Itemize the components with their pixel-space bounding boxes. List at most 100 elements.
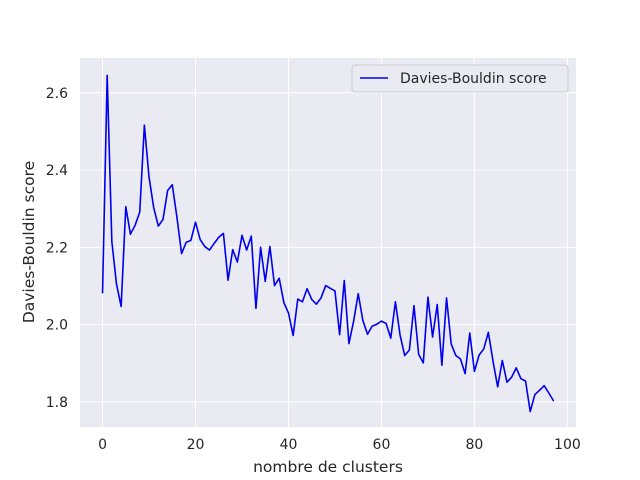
y-tick-label: 2.2 <box>46 240 68 256</box>
data-point <box>120 305 122 308</box>
data-point <box>236 261 238 263</box>
data-point <box>380 320 383 322</box>
data-point <box>469 332 471 334</box>
data-point <box>199 239 201 241</box>
data-point <box>329 287 331 289</box>
data-point <box>492 360 494 362</box>
data-point <box>115 283 118 285</box>
data-point <box>250 235 252 237</box>
data-point <box>204 245 206 248</box>
data-point <box>343 279 345 282</box>
data-point <box>218 236 220 238</box>
data-point <box>208 249 211 251</box>
data-point <box>515 367 517 369</box>
data-point <box>306 288 308 290</box>
data-point <box>153 206 155 209</box>
data-point <box>473 370 476 372</box>
data-point <box>362 319 364 321</box>
data-point <box>227 279 229 281</box>
data-point <box>483 348 485 350</box>
y-tick-label: 2.0 <box>46 318 68 334</box>
plot-area <box>80 58 576 427</box>
legend-box <box>351 64 569 93</box>
y-tick-labels: 1.8 2.0 2.2 2.4 2.6 <box>46 86 68 411</box>
data-point <box>292 334 294 337</box>
data-point <box>427 296 429 298</box>
data-point <box>352 320 355 323</box>
data-point <box>385 322 387 325</box>
data-point <box>232 249 234 251</box>
data-point <box>524 380 527 382</box>
data-point <box>529 410 531 413</box>
series-line <box>101 74 555 413</box>
data-point <box>101 292 104 294</box>
data-point <box>143 124 145 126</box>
data-point <box>390 337 392 339</box>
data-point <box>436 303 438 306</box>
data-point <box>269 245 271 248</box>
x-tick-label: 80 <box>466 437 484 453</box>
data-point <box>278 277 280 279</box>
data-point <box>487 331 489 333</box>
data-point <box>339 334 341 336</box>
data-point <box>264 280 266 282</box>
x-tick-label: 20 <box>187 437 205 453</box>
data-point <box>348 342 350 345</box>
data-point <box>538 389 541 391</box>
data-point <box>459 358 462 360</box>
data-point <box>297 298 299 300</box>
legend: Davies-Bouldin score <box>351 64 569 93</box>
data-point <box>450 343 452 345</box>
data-point <box>246 249 248 251</box>
data-point <box>139 211 141 213</box>
y-tick-label: 1.8 <box>46 395 68 411</box>
data-point <box>171 184 173 186</box>
data-point <box>422 362 424 364</box>
data-point <box>180 252 183 255</box>
data-point <box>283 301 285 304</box>
data-point <box>311 298 313 301</box>
x-axis-label: nombre de clusters <box>253 458 403 476</box>
data-point <box>315 303 317 305</box>
data-point <box>455 354 457 357</box>
x-tick-label: 100 <box>554 437 581 453</box>
data-point <box>190 239 192 241</box>
data-point <box>464 373 466 375</box>
x-tick-label: 60 <box>373 437 391 453</box>
data-point <box>167 189 169 192</box>
data-point <box>162 218 164 221</box>
data-point <box>185 241 187 243</box>
data-point <box>497 386 499 388</box>
data-point <box>501 359 503 362</box>
data-point <box>148 176 150 178</box>
data-point <box>334 290 336 292</box>
data-point <box>111 240 113 243</box>
data-point <box>418 353 420 355</box>
data-point <box>408 349 410 351</box>
data-point <box>534 393 536 396</box>
data-point <box>357 293 359 295</box>
data-point <box>371 325 373 327</box>
data-point <box>511 376 513 378</box>
data-point <box>399 334 401 336</box>
x-tick-labels: 0 20 40 60 80 100 <box>98 437 581 453</box>
data-point <box>376 323 378 325</box>
data-point <box>176 216 178 218</box>
data-point <box>431 336 434 338</box>
x-tick-label: 40 <box>280 437 298 453</box>
y-axis-label: Davies-Bouldin score <box>20 161 38 323</box>
grid-lines <box>80 58 576 427</box>
data-point <box>134 224 136 226</box>
data-point <box>320 297 322 299</box>
x-tick-label: 0 <box>98 437 107 453</box>
y-tick-label: 2.4 <box>46 163 68 179</box>
data-point <box>273 284 276 287</box>
data-point <box>548 392 550 394</box>
legend-label: Davies-Bouldin score <box>400 71 547 87</box>
data-point <box>478 354 480 356</box>
data-point <box>366 333 369 335</box>
series-layer <box>101 74 555 413</box>
data-point <box>241 234 243 236</box>
data-point <box>520 378 522 380</box>
